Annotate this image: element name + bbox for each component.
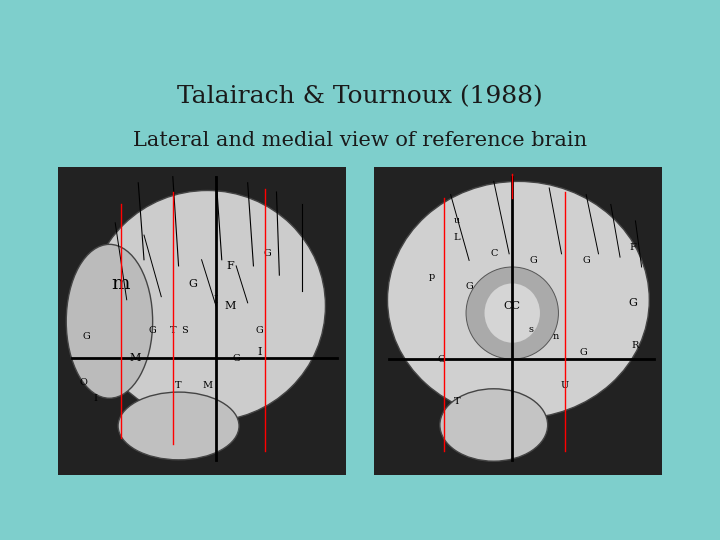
- Text: Talairach & Tournoux (1988): Talairach & Tournoux (1988): [177, 86, 543, 109]
- Text: G: G: [530, 256, 538, 265]
- Text: G: G: [579, 348, 587, 357]
- Text: M: M: [202, 381, 212, 390]
- Text: CC: CC: [504, 301, 521, 312]
- Text: G: G: [256, 326, 263, 335]
- Text: s: s: [528, 325, 534, 334]
- Text: M: M: [225, 301, 236, 311]
- Text: T: T: [169, 326, 176, 335]
- Text: p: p: [429, 272, 436, 281]
- Text: n: n: [552, 332, 559, 341]
- Ellipse shape: [89, 191, 325, 421]
- Text: F: F: [227, 261, 234, 271]
- Text: m: m: [112, 275, 130, 293]
- Text: I: I: [257, 347, 261, 357]
- Text: T: T: [454, 397, 460, 407]
- Text: L: L: [454, 233, 460, 242]
- Text: I: I: [214, 295, 218, 305]
- Text: G: G: [438, 355, 445, 363]
- Ellipse shape: [440, 389, 548, 461]
- Text: G: G: [149, 326, 156, 335]
- Ellipse shape: [66, 244, 153, 399]
- Text: R: R: [631, 341, 639, 350]
- Text: G: G: [189, 279, 197, 289]
- Text: G: G: [83, 332, 90, 341]
- Text: G: G: [628, 298, 636, 308]
- Text: F: F: [629, 243, 636, 252]
- Text: Lateral and medial view of reference brain: Lateral and medial view of reference bra…: [133, 131, 587, 150]
- Text: G: G: [264, 249, 271, 258]
- Ellipse shape: [466, 267, 559, 359]
- Text: O: O: [80, 379, 87, 387]
- Ellipse shape: [118, 392, 239, 460]
- Text: G: G: [582, 256, 590, 265]
- Text: G: G: [465, 282, 473, 291]
- Text: S: S: [181, 326, 188, 335]
- Ellipse shape: [485, 284, 540, 343]
- Text: U: U: [560, 381, 569, 390]
- Text: G: G: [233, 354, 240, 363]
- Text: C: C: [490, 249, 498, 258]
- Text: u: u: [454, 217, 460, 225]
- Ellipse shape: [387, 181, 649, 418]
- Text: T: T: [175, 381, 182, 390]
- Text: I: I: [93, 394, 97, 403]
- Text: M: M: [130, 353, 141, 363]
